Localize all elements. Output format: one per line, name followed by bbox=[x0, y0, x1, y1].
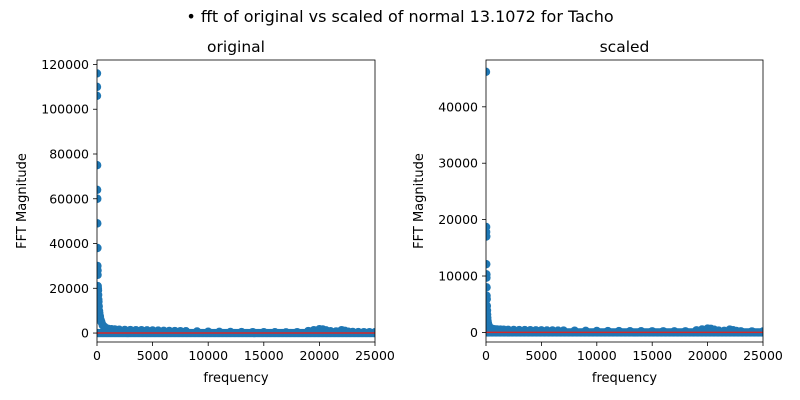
data-point bbox=[97, 270, 102, 280]
data-point bbox=[486, 67, 491, 77]
y-tick-label: 0 bbox=[470, 325, 478, 340]
data-point bbox=[97, 185, 102, 195]
y-tick-label: 30000 bbox=[438, 156, 478, 171]
data-point bbox=[97, 219, 102, 228]
data-point bbox=[486, 294, 491, 304]
axes-scaled: 0 5000 10000 15000 20000 25000 0 10000 20000 3000… bbox=[412, 38, 783, 386]
data-point bbox=[97, 160, 102, 170]
data-point bbox=[486, 273, 491, 282]
data-point bbox=[97, 82, 102, 92]
y-tick-label: 100000 bbox=[41, 102, 89, 117]
y-tick-label: 80000 bbox=[49, 147, 89, 162]
data-point bbox=[486, 232, 491, 241]
subplot-title: original bbox=[207, 38, 265, 56]
y-tick-label: 10000 bbox=[438, 269, 478, 284]
axes-frame bbox=[96, 59, 376, 343]
data-points bbox=[97, 69, 375, 338]
y-axis-label: FFT Magnitude bbox=[15, 153, 30, 249]
y-tick-label: 0 bbox=[81, 326, 89, 341]
x-tick-label: 0 bbox=[482, 348, 490, 363]
data-point bbox=[97, 69, 102, 78]
y-tick-label: 20000 bbox=[49, 281, 89, 296]
x-axis-label: frequency bbox=[203, 371, 269, 386]
y-tick-label: 40000 bbox=[49, 236, 89, 251]
x-tick-label: 15000 bbox=[244, 348, 284, 363]
y-tick-label: 120000 bbox=[41, 57, 89, 72]
x-tick-label: 15000 bbox=[632, 348, 672, 363]
data-point bbox=[97, 91, 102, 101]
x-tick-label: 10000 bbox=[577, 348, 617, 363]
data-point bbox=[97, 243, 102, 253]
y-tick-label: 60000 bbox=[49, 191, 89, 206]
axes-frame bbox=[485, 59, 764, 343]
figure-suptitle: • fft of original vs scaled of normal 13… bbox=[186, 7, 613, 26]
x-tick-label: 0 bbox=[93, 348, 101, 363]
data-point bbox=[97, 194, 102, 203]
x-tick-label: 10000 bbox=[188, 348, 228, 363]
x-tick-label: 20000 bbox=[300, 348, 340, 363]
x-axis-label: frequency bbox=[592, 371, 658, 386]
x-tick-label: 5000 bbox=[525, 348, 557, 363]
x-tick-label: 25000 bbox=[743, 348, 783, 363]
data-point bbox=[486, 259, 491, 269]
y-axis-label: FFT Magnitude bbox=[412, 153, 427, 249]
x-tick-label: 25000 bbox=[355, 348, 395, 363]
x-tick-label: 20000 bbox=[688, 348, 728, 363]
data-points bbox=[486, 67, 763, 337]
data-point bbox=[486, 283, 491, 292]
subplot-title: scaled bbox=[600, 38, 650, 56]
y-tick-label: 40000 bbox=[438, 99, 478, 114]
y-tick-label: 20000 bbox=[438, 212, 478, 227]
x-tick-label: 5000 bbox=[137, 348, 169, 363]
axes-original: 0 5000 10000 15000 20000 25000 0 20000 40000 6000… bbox=[15, 38, 395, 386]
